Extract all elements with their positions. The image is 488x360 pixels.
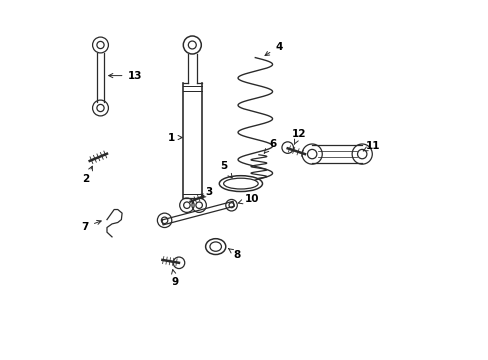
Text: 3: 3: [201, 186, 212, 198]
Text: 2: 2: [82, 166, 92, 184]
Text: 9: 9: [171, 270, 179, 287]
Text: 1: 1: [168, 132, 182, 143]
Text: 11: 11: [363, 141, 380, 151]
Text: 7: 7: [81, 220, 101, 232]
Text: 10: 10: [238, 194, 259, 204]
Text: 5: 5: [220, 161, 232, 178]
Text: 8: 8: [228, 249, 241, 260]
Text: 12: 12: [291, 129, 306, 144]
Text: 13: 13: [108, 71, 142, 81]
Text: 4: 4: [264, 42, 282, 55]
Text: 6: 6: [264, 139, 276, 153]
